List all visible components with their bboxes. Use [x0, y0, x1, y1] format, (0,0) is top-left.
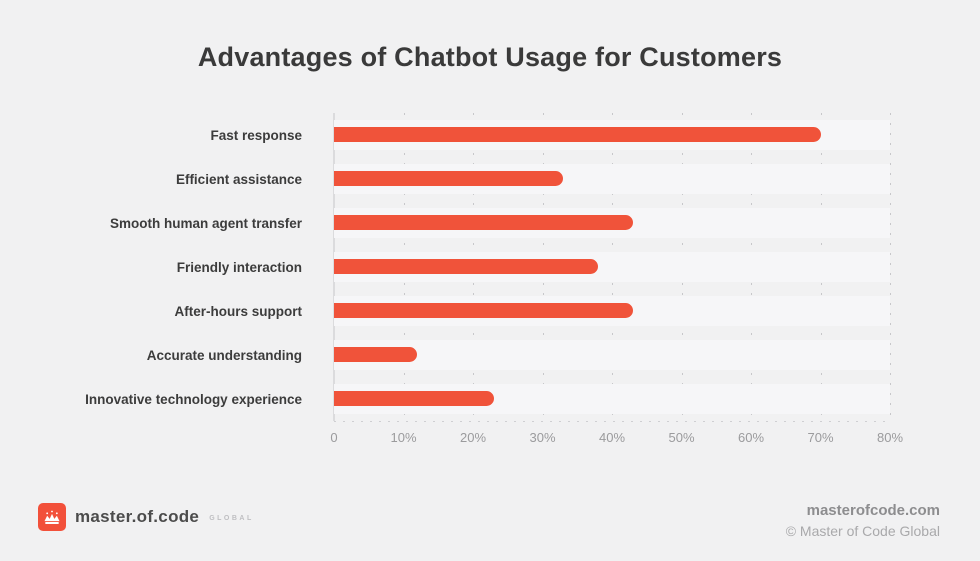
website-text: masterofcode.com — [806, 502, 940, 519]
crown-icon — [42, 507, 62, 527]
x-tick-label: 60% — [737, 430, 765, 445]
category-label-row: After-hours support — [0, 289, 303, 333]
category-label-row: Accurate understanding — [0, 333, 302, 377]
bar — [334, 303, 633, 318]
x-tick-label: 10% — [390, 430, 417, 445]
x-tick-label: 30% — [529, 430, 556, 445]
bar-row — [334, 113, 890, 157]
chart-title: Advantages of Chatbot Usage for Customer… — [197, 42, 783, 72]
category-label-row: Innovative technology experience — [0, 377, 302, 421]
x-tick-label: 0 — [330, 430, 338, 445]
bar-row — [334, 245, 890, 289]
x-tick-label: 20% — [459, 430, 487, 445]
brand-suffix: GLOBAL — [209, 514, 254, 522]
category-label: Smooth human agent transfer — [109, 215, 302, 231]
x-axis-baseline — [334, 421, 890, 422]
x-axis-tick-labels: 0 10% 20% 30% 40% 50% 60% 70% 80% — [330, 430, 903, 450]
bar — [334, 391, 494, 406]
category-label: Friendly interaction — [176, 259, 302, 275]
copyright-text: © Master of Code Global — [785, 523, 940, 539]
row-band — [334, 340, 890, 370]
bar-row — [334, 333, 890, 377]
bar-row — [334, 201, 890, 245]
bar — [334, 127, 821, 142]
grid-line — [890, 113, 891, 421]
category-label: Fast response — [210, 127, 302, 143]
category-label-row: Fast response — [0, 113, 302, 157]
bar-row — [334, 377, 890, 421]
x-tick-label: 80% — [876, 430, 904, 445]
x-tick-label: 50% — [668, 430, 695, 445]
x-tick-label: 40% — [598, 430, 626, 445]
x-tick-label: 70% — [807, 430, 834, 445]
category-label-row: Friendly interaction — [0, 245, 302, 289]
category-label: Accurate understanding — [146, 347, 302, 363]
bar-row — [334, 157, 890, 201]
category-label-row: Smooth human agent transfer — [0, 201, 302, 245]
brand-footer: master.of.code GLOBAL — [38, 503, 254, 531]
category-labels-column: Fast response Efficient assistance Smooth … — [0, 113, 302, 421]
bar — [334, 347, 418, 362]
category-label: After-hours support — [174, 303, 303, 319]
master-of-code-logo — [38, 503, 66, 531]
plot-area — [333, 113, 891, 421]
category-label-row: Efficient assistance — [0, 157, 302, 201]
bar-row — [334, 289, 890, 333]
source-footer: masterofcode.com © Master of Code Global — [786, 502, 940, 539]
bar — [334, 259, 599, 274]
category-label: Innovative technology experience — [85, 391, 302, 407]
bar — [334, 215, 633, 230]
brand-wordmark: master.of.code — [75, 507, 200, 526]
bar — [334, 171, 564, 186]
category-label: Efficient assistance — [175, 171, 302, 187]
